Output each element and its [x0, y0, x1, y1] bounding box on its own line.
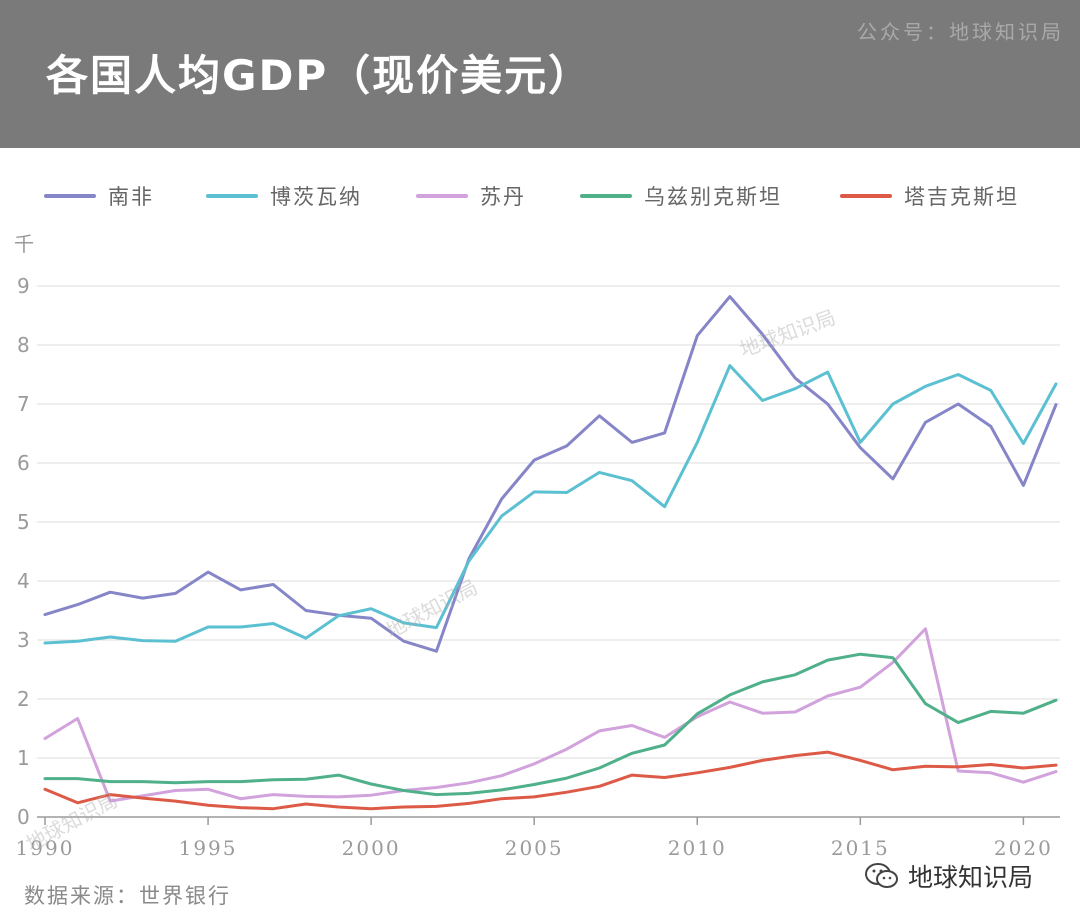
y-tick-label: 7: [17, 392, 30, 416]
header-banner: 各国人均GDP（现价美元） 公众号：地球知识局: [0, 0, 1080, 148]
legend-swatch: [416, 194, 468, 198]
x-tick-label: 1995: [179, 836, 238, 860]
x-tick-label: 2015: [831, 836, 890, 860]
y-tick-label: 3: [17, 628, 30, 652]
series-line-4: [43, 750, 1058, 811]
series-line-0: [43, 295, 1058, 653]
watermark-text: 地球知识局: [737, 305, 839, 362]
y-axis-unit: 千: [14, 232, 34, 256]
y-tick-label: 1: [17, 746, 30, 770]
y-tick-label: 6: [17, 451, 30, 475]
legend-item-south-africa: 南非: [44, 180, 154, 212]
legend: 南非 博茨瓦纳 苏丹 乌兹别克斯坦 塔吉克斯坦: [0, 180, 1080, 212]
x-tick-label: 2010: [668, 836, 727, 860]
legend-swatch: [206, 194, 258, 198]
legend-swatch: [580, 194, 632, 198]
watermark-text: 地球知识局: [382, 575, 482, 643]
brand-logo: 地球知识局: [864, 858, 1033, 894]
legend-swatch: [44, 194, 96, 198]
chart-title: 各国人均GDP（现价美元）: [46, 51, 593, 100]
legend-label: 塔吉克斯坦: [904, 185, 1019, 209]
series-line-2: [43, 627, 1058, 803]
y-tick-label: 0: [17, 805, 30, 829]
legend-label: 乌兹别克斯坦: [644, 185, 782, 209]
legend-item-tajikistan: 塔吉克斯坦: [840, 180, 1019, 212]
x-tick-label: 1990: [16, 836, 75, 860]
brand-name: 地球知识局: [908, 863, 1034, 892]
x-tick-label: 2005: [505, 836, 564, 860]
series-line-3: [43, 652, 1058, 797]
wechat-icon: [865, 863, 898, 888]
account-name: 公众号：地球知识局: [857, 20, 1064, 44]
legend-swatch: [840, 194, 892, 198]
x-tick-label: 2000: [342, 836, 401, 860]
legend-item-sudan: 苏丹: [416, 180, 526, 212]
y-tick-label: 4: [17, 569, 30, 593]
y-tick-label: 2: [17, 687, 30, 711]
data-source: 数据来源：世界银行: [24, 884, 231, 908]
y-tick-label: 8: [17, 333, 30, 357]
y-tick-label: 9: [17, 274, 30, 298]
series-line-1: [43, 364, 1058, 645]
legend-label: 南非: [108, 185, 154, 209]
y-tick-label: 5: [17, 510, 30, 534]
legend-item-botswana: 博茨瓦纳: [206, 180, 362, 212]
legend-label: 博茨瓦纳: [270, 185, 362, 209]
legend-item-uzbekistan: 乌兹别克斯坦: [580, 180, 782, 212]
x-tick-label: 2020: [994, 836, 1053, 860]
legend-label: 苏丹: [480, 185, 526, 209]
